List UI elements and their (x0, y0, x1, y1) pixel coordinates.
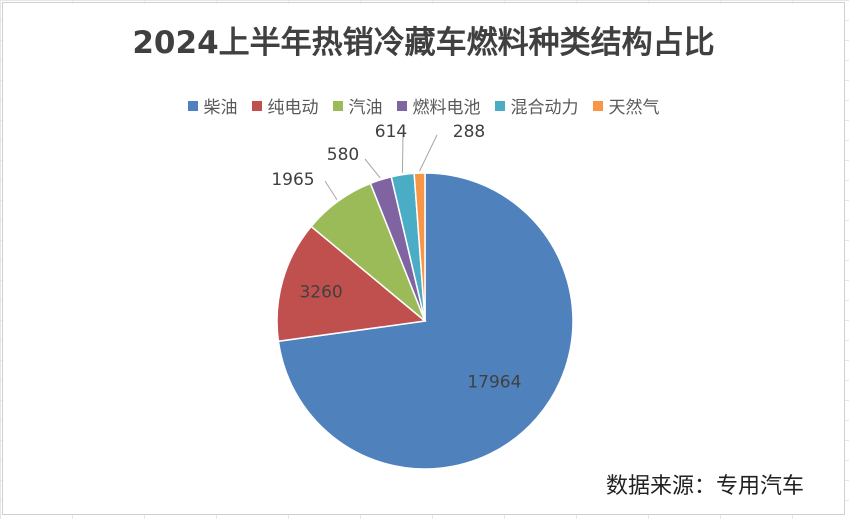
legend-label-electric: 纯电动 (267, 98, 319, 118)
chart-title: 2024上半年热销冷藏车燃料种类结构占比 (132, 25, 715, 61)
data-label-gasoline: 1965 (271, 170, 314, 190)
legend-item-natural-gas[interactable]: 天然气 (592, 93, 660, 118)
legend-swatch-electric (251, 100, 262, 111)
data-label-natural-gas: 288 (453, 122, 485, 142)
pie-chart[interactable]: 17964 3260 1965 580 614 288 (3, 3, 846, 516)
leader-line-natural-gas (419, 134, 438, 172)
legend-label-natural-gas: 天然气 (608, 98, 660, 118)
data-label-electric: 3260 (299, 282, 342, 302)
legend-label-hybrid: 混合动力 (510, 98, 579, 118)
legend-label-gasoline: 汽油 (348, 98, 383, 118)
legend-swatch-gasoline (332, 100, 343, 111)
legend-swatch-natural-gas (592, 100, 603, 111)
pie-slice-natural-gas[interactable] (413, 172, 426, 322)
legend-item-fuel-cell[interactable]: 燃料电池 (396, 93, 481, 118)
legend-label-fuel-cell: 燃料电池 (412, 98, 481, 118)
legend-swatch-fuel-cell (396, 100, 407, 111)
source-note: 数据来源：专用汽车 (605, 474, 804, 499)
legend-item-hybrid[interactable]: 混合动力 (494, 93, 579, 118)
leader-line-fuel-cell (364, 158, 381, 179)
chart-legend[interactable]: 柴油 纯电动 汽油 燃料电池 混合动力 天然气 (3, 93, 844, 118)
data-label-hybrid: 614 (375, 122, 407, 142)
legend-item-gasoline[interactable]: 汽油 (332, 93, 383, 118)
legend-item-diesel[interactable]: 柴油 (187, 93, 238, 118)
leader-line-hybrid (401, 134, 404, 173)
legend-label-diesel: 柴油 (203, 98, 238, 118)
pie-slice-electric[interactable] (276, 225, 427, 343)
legend-swatch-hybrid (494, 100, 505, 111)
leader-line-gasoline (324, 180, 338, 200)
legend-swatch-diesel (187, 100, 198, 111)
data-label-fuel-cell: 580 (327, 145, 359, 165)
data-label-diesel: 17964 (467, 372, 521, 392)
legend-item-electric[interactable]: 纯电动 (251, 93, 319, 118)
